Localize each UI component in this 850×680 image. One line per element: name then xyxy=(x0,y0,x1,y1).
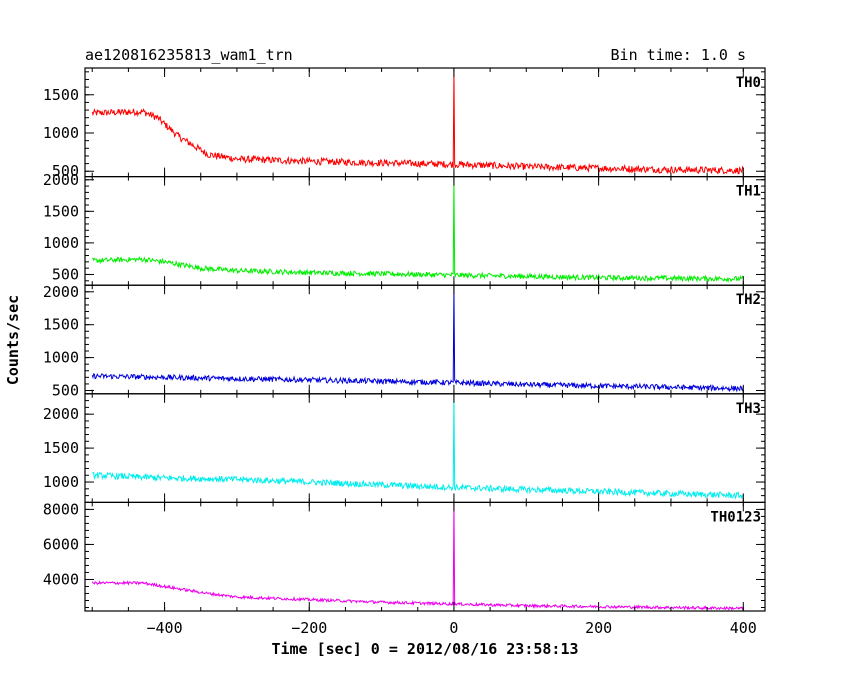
y-tick-label: 4000 xyxy=(43,570,79,588)
y-tick-label: 500 xyxy=(52,265,79,283)
panel-frame xyxy=(84,67,766,178)
panel-label: TH1 xyxy=(736,184,761,200)
series-th0123 xyxy=(91,502,744,611)
y-tick-label: 1500 xyxy=(43,316,79,334)
y-tick-label: 1500 xyxy=(43,439,79,457)
panel-th0: 500 1000 1500 TH0 xyxy=(43,67,766,180)
y-tick-label: 8000 xyxy=(43,500,79,518)
x-axis: −400 −200 0 200 400 xyxy=(147,619,757,637)
y-tick-label: 2000 xyxy=(43,405,79,423)
panel-th0123: 4000 6000 8000 TH0123 xyxy=(43,500,766,612)
panel-frame xyxy=(84,501,766,612)
x-axis-label: Time [sec] 0 = 2012/08/16 23:58:13 xyxy=(271,640,578,658)
y-tick-label: 1000 xyxy=(43,349,79,367)
bin-time-label: Bin time: 1.0 s xyxy=(611,46,746,64)
y-tick-label: 6000 xyxy=(43,535,79,553)
series-th1 xyxy=(92,176,744,284)
panel-th3: 1000 1500 2000 TH3 xyxy=(43,393,766,503)
x-tick-label: −200 xyxy=(291,619,327,637)
y-tick-label: 2000 xyxy=(43,283,79,301)
y-tick-label: 1000 xyxy=(43,473,79,491)
panel-th1: 500 1000 1500 2000 TH1 xyxy=(43,171,766,286)
y-tick-label: 1500 xyxy=(43,202,79,220)
panel-th2: 500 1000 1500 2000 TH2 xyxy=(43,283,766,400)
y-tick-label: 2000 xyxy=(43,171,79,189)
panel-label: TH2 xyxy=(736,292,761,308)
x-tick-label: 200 xyxy=(585,619,612,637)
y-tick-label: 500 xyxy=(52,382,79,400)
panel-label: TH3 xyxy=(736,401,761,417)
series-th3 xyxy=(92,393,744,500)
panels-group: 50010001500TH0500100015002000TH150010001… xyxy=(43,67,766,612)
panel-frame xyxy=(84,176,766,286)
x-tick-label: 0 xyxy=(449,619,458,637)
x-tick-label: −400 xyxy=(147,619,183,637)
panel-label: TH0123 xyxy=(710,509,761,525)
y-tick-label: 1000 xyxy=(43,234,79,252)
panel-label: TH0 xyxy=(736,75,761,91)
series-th2 xyxy=(91,285,744,393)
y-tick-label: 1500 xyxy=(43,86,79,104)
x-tick-label: 400 xyxy=(730,619,757,637)
chart-title: ae120816235813_wam1_trn xyxy=(85,46,293,64)
series-th0 xyxy=(91,68,744,175)
y-tick-label: 500 xyxy=(52,162,79,180)
y-tick-label: 1000 xyxy=(43,124,79,142)
y-axis-label: Counts/sec xyxy=(4,295,22,385)
